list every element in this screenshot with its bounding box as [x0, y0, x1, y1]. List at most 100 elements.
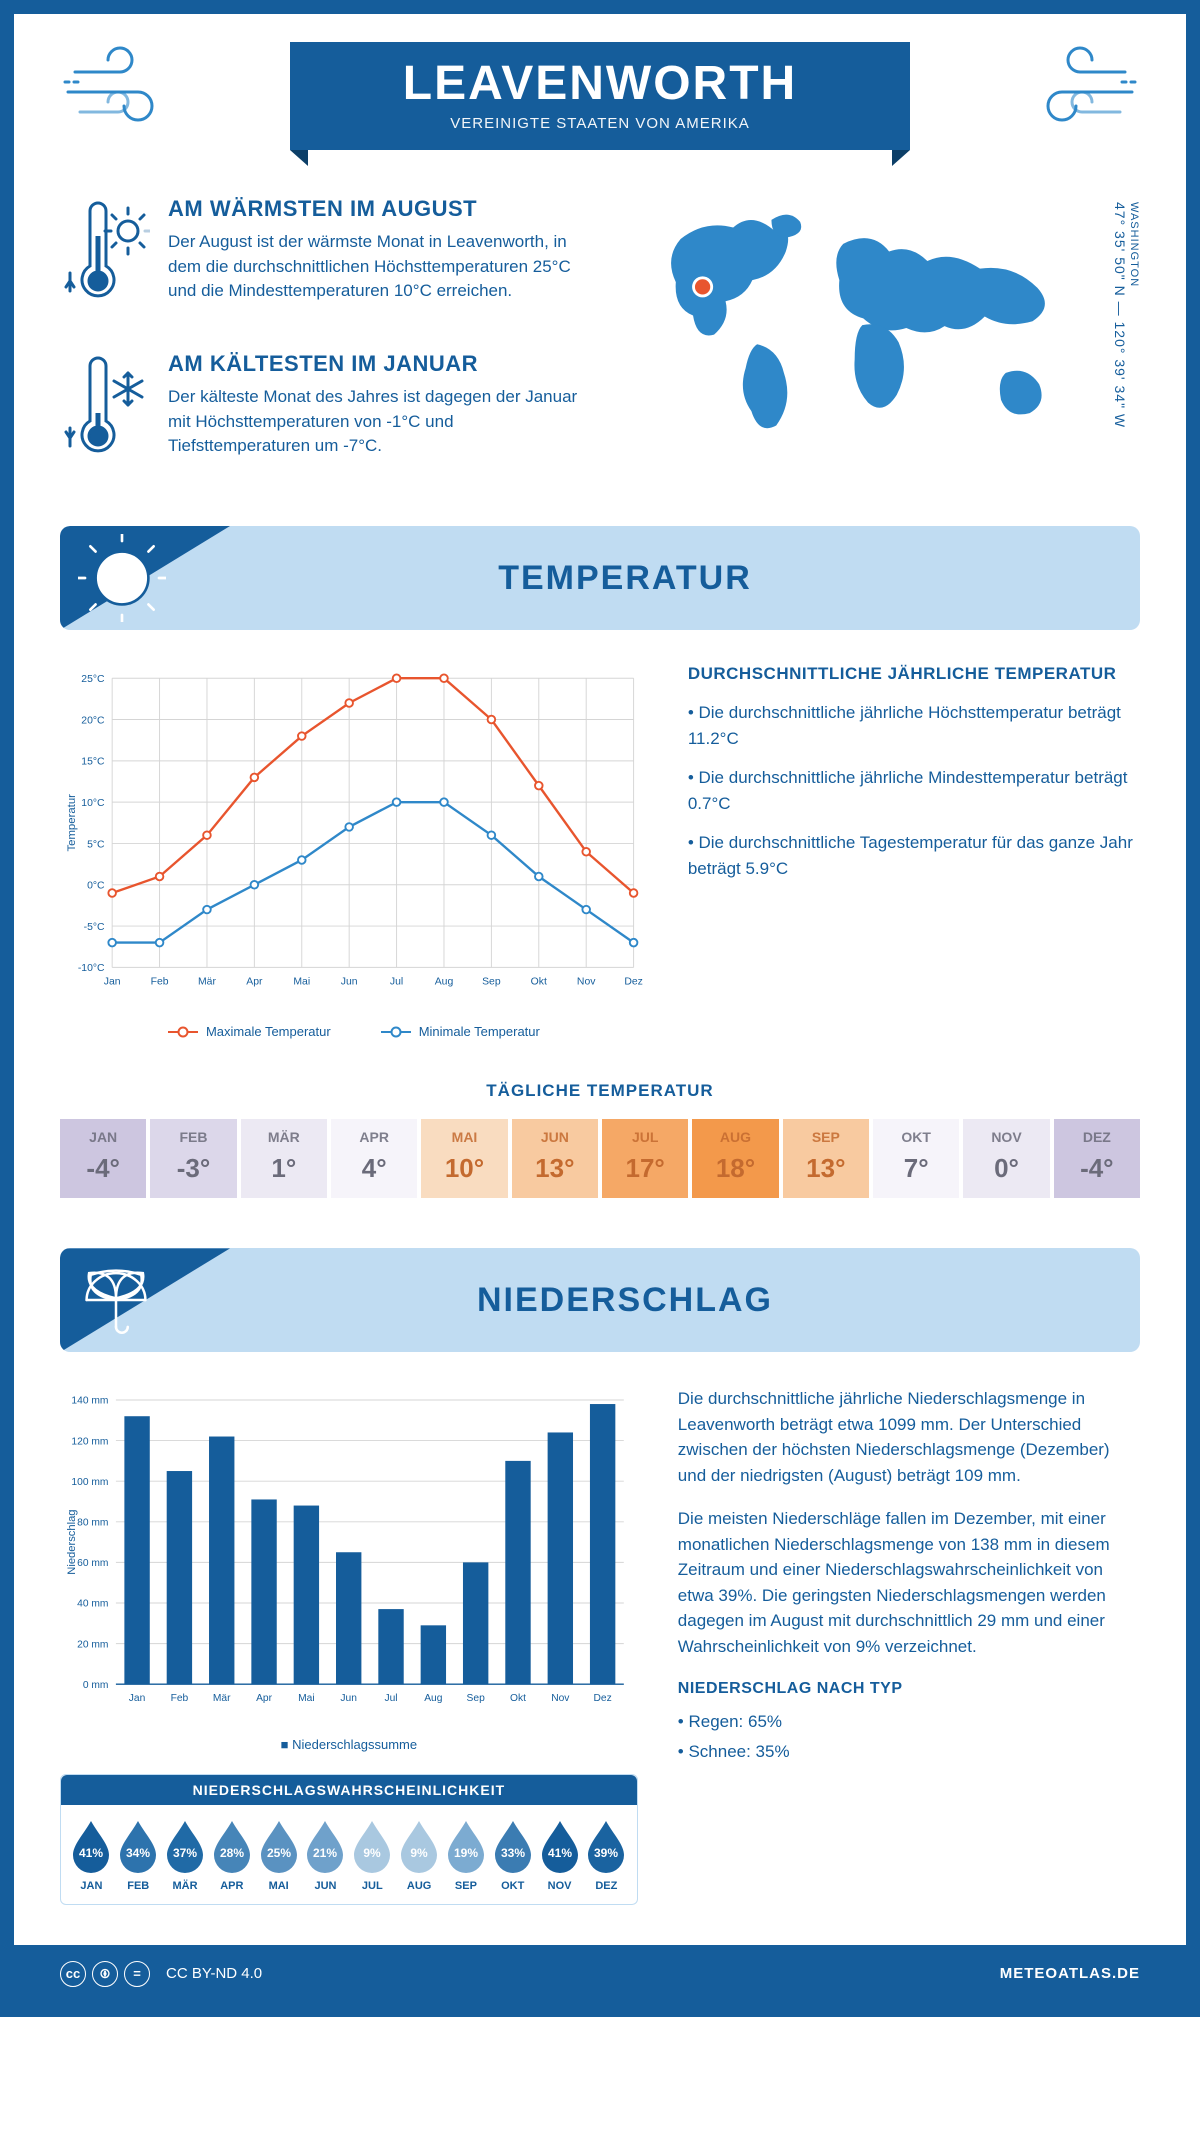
precip-type-item: • Regen: 65% [678, 1709, 1140, 1735]
probability-drop: 37%MÄR [163, 1817, 208, 1892]
temp-info-title: DURCHSCHNITTLICHE JÄHRLICHE TEMPERATUR [688, 664, 1140, 684]
probability-drop: 33%OKT [490, 1817, 535, 1892]
temperature-title: TEMPERATUR [230, 559, 1020, 598]
svg-text:Aug: Aug [435, 976, 454, 987]
coldest-block: AM KÄLTESTEN IM JANUAR Der kälteste Mona… [60, 351, 598, 476]
umbrella-icon [74, 1258, 158, 1342]
svg-text:9%: 9% [410, 1846, 428, 1860]
temperature-legend: Maximale Temperatur Minimale Temperatur [60, 1024, 648, 1039]
precipitation-text-column: Die durchschnittliche jährliche Niedersc… [678, 1386, 1140, 1904]
overview-map-column: WASHINGTON 47° 35' 50" N — 120° 39' 34" … [628, 196, 1140, 506]
svg-text:Jan: Jan [104, 976, 121, 987]
svg-text:Mär: Mär [198, 976, 216, 987]
daily-temp-title: TÄGLICHE TEMPERATUR [60, 1081, 1140, 1101]
by-icon: 🅯 [92, 1961, 118, 1987]
daily-temp-cell: MÄR1° [241, 1119, 327, 1198]
daily-temp-cell: NOV0° [963, 1119, 1049, 1198]
probability-drop: 39%DEZ [584, 1817, 629, 1892]
svg-text:Apr: Apr [256, 1693, 273, 1704]
temp-info-bullet: • Die durchschnittliche Tagestemperatur … [688, 830, 1140, 881]
svg-text:21%: 21% [313, 1846, 337, 1860]
probability-drop: 25%MAI [256, 1817, 301, 1892]
svg-text:Temperatur: Temperatur [66, 794, 78, 852]
wind-icon-left [60, 42, 170, 137]
svg-text:60 mm: 60 mm [77, 1558, 108, 1569]
probability-drop: 41%JAN [69, 1817, 114, 1892]
coldest-title: AM KÄLTESTEN IM JANUAR [168, 351, 598, 377]
daily-temp-cell: DEZ-4° [1054, 1119, 1140, 1198]
svg-text:Nov: Nov [551, 1693, 570, 1704]
daily-temp-cell: OKT7° [873, 1119, 959, 1198]
title-banner: LEAVENWORTH VEREINIGTE STAATEN VON AMERI… [190, 42, 1010, 150]
svg-text:Jun: Jun [341, 976, 358, 987]
temperature-section-header: TEMPERATUR [60, 526, 1140, 630]
thermometer-hot-icon [60, 196, 150, 321]
svg-text:19%: 19% [454, 1846, 478, 1860]
svg-text:41%: 41% [548, 1846, 572, 1860]
daily-temp-cell: FEB-3° [150, 1119, 236, 1198]
footer: cc 🅯 = CC BY-ND 4.0 METEOATLAS.DE [14, 1945, 1186, 2003]
precipitation-chart: 0 mm20 mm40 mm60 mm80 mm100 mm120 mm140 … [60, 1386, 638, 1721]
world-map [628, 196, 1106, 450]
svg-text:9%: 9% [364, 1846, 382, 1860]
precipitation-section-header: NIEDERSCHLAG [60, 1248, 1140, 1352]
temperature-body: -10°C-5°C0°C5°C10°C15°C20°C25°CJanFebMär… [60, 664, 1140, 1039]
footer-site: METEOATLAS.DE [1000, 1965, 1140, 1982]
svg-text:34%: 34% [126, 1846, 150, 1860]
svg-text:Niederschlag: Niederschlag [66, 1510, 78, 1575]
svg-text:Okt: Okt [531, 976, 547, 987]
svg-text:25%: 25% [267, 1846, 291, 1860]
svg-text:Dez: Dez [594, 1693, 612, 1704]
svg-text:Jan: Jan [129, 1693, 146, 1704]
precipitation-body: 0 mm20 mm40 mm60 mm80 mm100 mm120 mm140 … [60, 1386, 1140, 1904]
svg-text:100 mm: 100 mm [71, 1477, 108, 1488]
precip-text-1: Die durchschnittliche jährliche Niedersc… [678, 1386, 1140, 1488]
svg-text:41%: 41% [79, 1846, 103, 1860]
svg-text:40 mm: 40 mm [77, 1599, 108, 1610]
warmest-text: Der August ist der wärmste Monat in Leav… [168, 230, 598, 304]
precip-legend: Niederschlagssumme [60, 1737, 638, 1752]
coords-text: 47° 35' 50" N — 120° 39' 34" W [1112, 202, 1128, 428]
svg-text:20 mm: 20 mm [77, 1640, 108, 1651]
svg-text:37%: 37% [173, 1846, 197, 1860]
daily-temp-cell: JUN13° [512, 1119, 598, 1198]
svg-text:0 mm: 0 mm [83, 1680, 109, 1691]
precip-text-2: Die meisten Niederschläge fallen im Deze… [678, 1506, 1140, 1659]
probability-drop: 9%JUL [350, 1817, 395, 1892]
cc-icon: cc [60, 1961, 86, 1987]
svg-text:Apr: Apr [246, 976, 263, 987]
probability-drop: 21%JUN [303, 1817, 348, 1892]
probability-box: NIEDERSCHLAGSWAHRSCHEINLICHKEIT 41%JAN34… [60, 1774, 638, 1905]
svg-text:-5°C: -5°C [84, 922, 105, 933]
daily-temp-cell: JAN-4° [60, 1119, 146, 1198]
svg-text:Mai: Mai [298, 1693, 315, 1704]
svg-text:Mai: Mai [293, 976, 310, 987]
daily-temp-cell: AUG18° [692, 1119, 778, 1198]
precipitation-left-column: 0 mm20 mm40 mm60 mm80 mm100 mm120 mm140 … [60, 1386, 638, 1904]
probability-drop: 19%SEP [444, 1817, 489, 1892]
wind-icon-right [1030, 42, 1140, 137]
overview-text-column: AM WÄRMSTEN IM AUGUST Der August ist der… [60, 196, 598, 506]
svg-text:28%: 28% [220, 1846, 244, 1860]
license-text: CC BY-ND 4.0 [166, 1965, 262, 1982]
daily-temperature-grid: JAN-4°FEB-3°MÄR1°APR4°MAI10°JUN13°JUL17°… [60, 1119, 1140, 1198]
page-subtitle: VEREINIGTE STAATEN VON AMERIKA [330, 115, 870, 132]
nd-icon: = [124, 1961, 150, 1987]
probability-drop: 41%NOV [537, 1817, 582, 1892]
svg-text:Dez: Dez [624, 976, 643, 987]
infographic-page: LEAVENWORTH VEREINIGTE STAATEN VON AMERI… [0, 0, 1200, 2017]
thermometer-cold-icon [60, 351, 150, 476]
coordinates: WASHINGTON 47° 35' 50" N — 120° 39' 34" … [1106, 196, 1140, 428]
region-label: WASHINGTON [1128, 202, 1140, 420]
svg-text:33%: 33% [501, 1846, 525, 1860]
svg-text:Okt: Okt [510, 1693, 526, 1704]
precip-type-item: • Schnee: 35% [678, 1739, 1140, 1765]
svg-text:120 mm: 120 mm [71, 1437, 108, 1448]
svg-text:10°C: 10°C [81, 798, 105, 809]
probability-drop: 28%APR [209, 1817, 254, 1892]
daily-temp-cell: APR4° [331, 1119, 417, 1198]
svg-text:Mär: Mär [213, 1693, 231, 1704]
svg-text:Jul: Jul [390, 976, 403, 987]
temp-info-bullet: • Die durchschnittliche jährliche Mindes… [688, 765, 1140, 816]
svg-text:80 mm: 80 mm [77, 1518, 108, 1529]
